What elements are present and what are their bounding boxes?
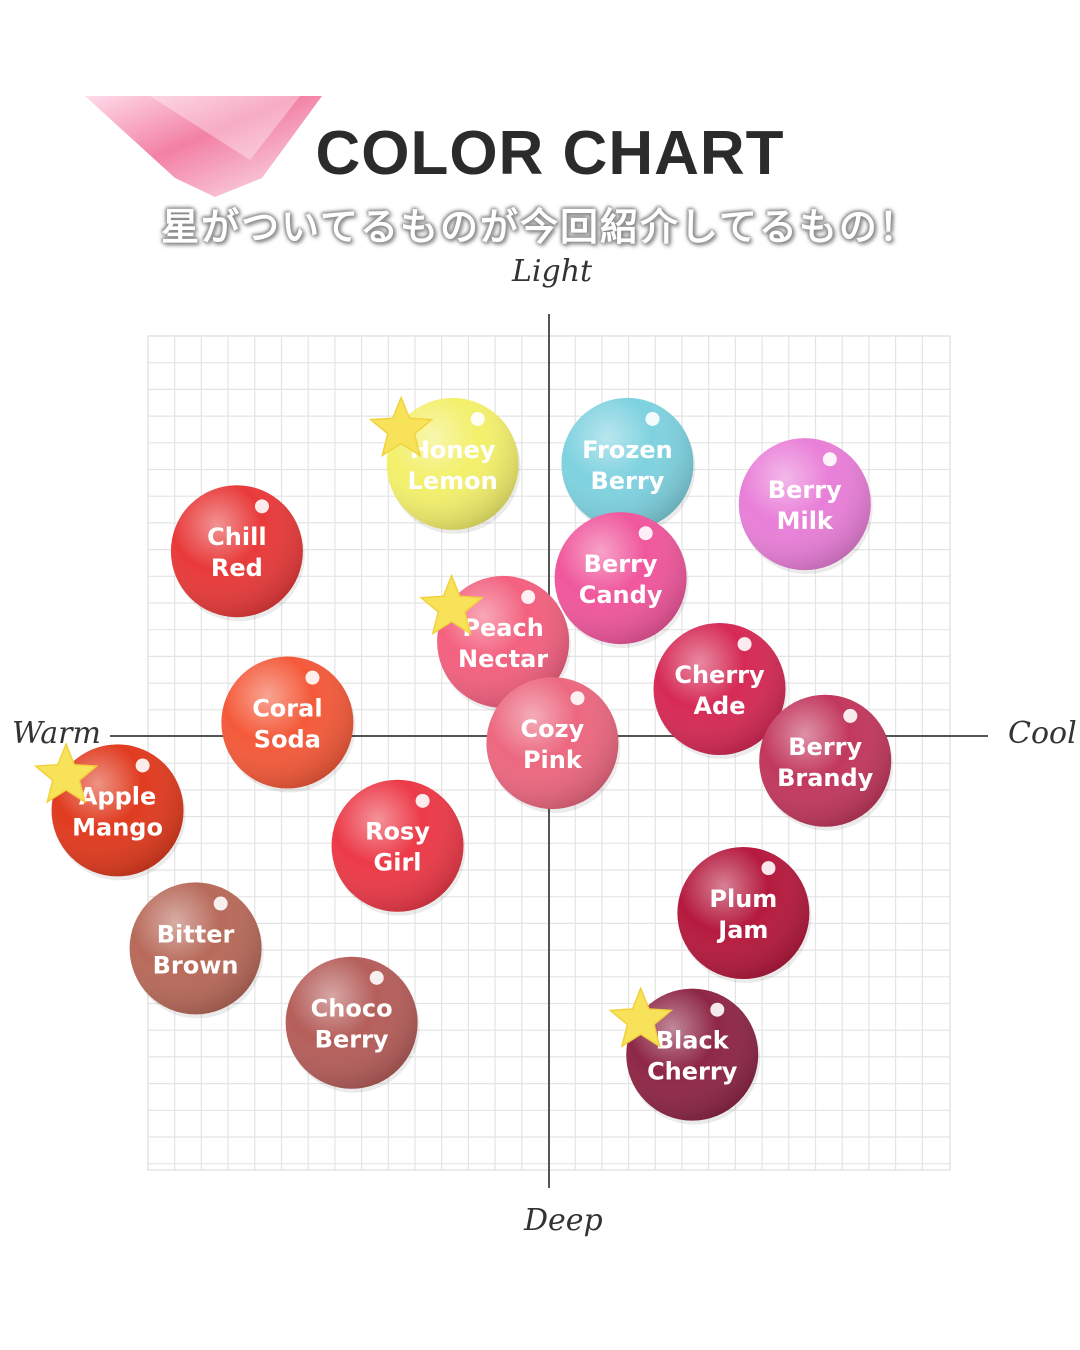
- bubble-cozy-pink: Cozy Pink: [486, 677, 621, 814]
- bubble-label-line: Honey: [410, 436, 496, 464]
- axis-label-left: Warm: [12, 716, 101, 751]
- decorative-lipstick-shape: [85, 96, 322, 197]
- axis-label-right: Cool: [1008, 716, 1077, 751]
- bubble-label-line: Berry: [584, 550, 658, 578]
- bubble-shine: [386, 397, 519, 530]
- bubble-label-line: Chill: [207, 523, 266, 551]
- bubble-label-line: Nectar: [458, 645, 548, 673]
- bubble-highlight: [254, 499, 269, 514]
- bubble-highlight: [638, 526, 653, 541]
- bubble-label-line: Frozen: [582, 436, 673, 464]
- bubble-label-line: Cherry: [674, 661, 765, 689]
- bubble-shine: [561, 397, 694, 530]
- bubble-shine: [626, 988, 759, 1121]
- bubble-peach-nectar: Peach Nectar: [419, 573, 572, 712]
- bubble-shine: [653, 622, 786, 755]
- bubble-shine: [554, 512, 687, 645]
- bubble-label-line: Black: [656, 1027, 730, 1055]
- bubble-label-line: Plum: [709, 885, 777, 913]
- bubble-berry-milk: Berry Milk: [738, 438, 873, 575]
- bubble-highlight: [305, 670, 320, 685]
- bubble-label-line: Brandy: [777, 764, 874, 792]
- bubble-shine: [51, 744, 184, 877]
- bubble-highlight: [415, 793, 430, 808]
- bubble-chill-red: Chill Red: [170, 485, 305, 622]
- bubble-label-line: Candy: [579, 581, 663, 609]
- bubble-highlight: [843, 708, 858, 723]
- star-icon: [368, 395, 434, 458]
- bubble-highlight: [521, 590, 536, 605]
- bubble-label-line: Berry: [315, 1026, 389, 1054]
- bubble-label-line: Peach: [462, 614, 543, 642]
- bubble-label-line: Jam: [716, 916, 768, 944]
- bubble-label-line: Cherry: [647, 1058, 738, 1086]
- bubble-black-cherry: Black Cherry: [608, 986, 761, 1125]
- bubble-coral-soda: Coral Soda: [221, 656, 356, 793]
- bubble-highlight: [645, 411, 660, 426]
- bubble-frozen-berry: Frozen Berry: [561, 397, 696, 534]
- star-icon: [419, 573, 485, 636]
- bubble-shine: [170, 485, 303, 618]
- bubble-label-line: Red: [211, 554, 263, 582]
- bubble-label-line: Berry: [590, 467, 664, 495]
- bubble-label-line: Soda: [254, 726, 321, 754]
- bubble-shine: [437, 575, 570, 708]
- bubble-plum-jam: Plum Jam: [677, 847, 812, 983]
- bubble-label-line: Choco: [311, 995, 393, 1023]
- bubble-shine: [486, 677, 619, 810]
- bubble-label-line: Berry: [768, 476, 842, 504]
- bubble-shine: [738, 438, 871, 571]
- page-title: COLOR CHART: [315, 119, 785, 188]
- bubble-highlight: [135, 758, 150, 773]
- axis-label-bottom: Deep: [524, 1203, 603, 1238]
- bubble-label-line: Ade: [693, 692, 745, 720]
- bubble-shine: [759, 694, 892, 827]
- bubble-highlight: [570, 691, 585, 706]
- page-subtitle: 星がついてるものが今回紹介してるもの！: [161, 205, 919, 249]
- star-icon: [33, 741, 99, 804]
- bubble-bitter-brown: Bitter Brown: [129, 882, 264, 1019]
- bubble-berry-candy: Berry Candy: [554, 512, 689, 649]
- bubble-label-line: Milk: [777, 507, 834, 535]
- bubble-label-line: Apple: [79, 782, 156, 810]
- bubble-shine: [129, 882, 262, 1015]
- bubble-label-line: Lemon: [408, 467, 498, 495]
- bubble-cherry-ade: Cherry Ade: [653, 622, 788, 759]
- bubble-label-line: Girl: [374, 849, 422, 877]
- bubble-highlight: [737, 637, 752, 652]
- bubble-apple-mango: Apple Mango: [33, 741, 186, 881]
- bubble-berry-brandy: Berry Brandy: [759, 694, 894, 831]
- bubble-highlight: [369, 970, 384, 985]
- bubble-shine: [285, 956, 418, 1089]
- bubble-choco-berry: Choco Berry: [285, 956, 420, 1093]
- bubble-highlight: [710, 1002, 725, 1017]
- color-bubbles: Honey Lemon Frozen Berry Berry Milk Chill Red Be…: [33, 395, 894, 1125]
- axis-label-top: Light: [512, 254, 593, 289]
- bubble-label-line: Cozy: [521, 715, 585, 743]
- bubble-shine: [221, 656, 354, 789]
- bubble-honey-lemon: Honey Lemon: [368, 395, 521, 534]
- bubble-label-line: Rosy: [365, 818, 430, 846]
- star-icon: [608, 986, 674, 1048]
- bubble-shine: [677, 847, 810, 979]
- bubble-label-line: Pink: [523, 746, 583, 774]
- bubble-highlight: [213, 896, 228, 911]
- bubble-label-line: Bitter: [157, 920, 235, 948]
- bubble-shine: [331, 779, 464, 912]
- bubble-highlight: [822, 452, 837, 467]
- bubble-label-line: Berry: [788, 733, 862, 761]
- bubble-highlight: [761, 861, 776, 876]
- bubble-label-line: Brown: [153, 951, 239, 979]
- bubble-label-line: Coral: [252, 695, 322, 723]
- bubble-rosy-girl: Rosy Girl: [331, 779, 466, 916]
- bubble-highlight: [470, 411, 485, 426]
- bubble-label-line: Mango: [72, 813, 163, 841]
